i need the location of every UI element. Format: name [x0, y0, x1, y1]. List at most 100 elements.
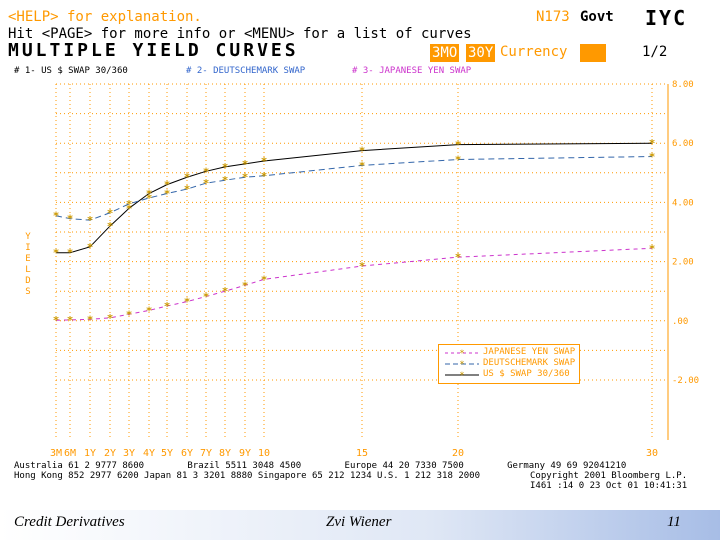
help-hint: <HELP> for explanation.: [8, 9, 202, 25]
series-legend-usd: # 1- US $ SWAP 30/360: [14, 66, 128, 76]
series-usd-point: *: [67, 247, 74, 260]
y-tick-label: -2.00: [672, 376, 699, 386]
x-tick-label: 2Y: [104, 448, 116, 459]
series-usd-point: *: [359, 145, 366, 158]
market-sector: Govt: [580, 9, 614, 25]
series-dm-line: [55, 156, 653, 221]
series-usd-point: *: [53, 247, 60, 260]
tenor-3mo-button[interactable]: 3MO: [430, 44, 460, 62]
page-indicator: 1/2: [642, 44, 668, 60]
x-tick-label: 10: [258, 448, 270, 459]
footer-course: Credit Derivatives: [14, 514, 125, 530]
series-usd-point: *: [126, 202, 133, 215]
x-tick-label: 3Y: [123, 448, 135, 459]
x-tick-label: 7Y: [200, 448, 212, 459]
series-usd-line: [56, 142, 653, 254]
x-tick-label: 30: [646, 448, 658, 459]
series-yen-point: *: [107, 312, 114, 325]
series-dm-point: *: [107, 207, 114, 220]
series-dm-point: *: [359, 159, 366, 172]
series-legend-yen: # 3- JAPANESE YEN SWAP: [352, 66, 472, 76]
series-yen-point: *: [359, 260, 366, 273]
page-hint: Hit <PAGE> for more info or <MENU> for a…: [8, 26, 472, 42]
series-usd-point: *: [107, 220, 114, 233]
series-dm-point: *: [184, 183, 191, 196]
bloomberg-terminal-screen: <HELP> for explanation. Hit <PAGE> for m…: [8, 6, 700, 491]
series-yen-point: *: [242, 279, 249, 292]
footer-author: Zvi Wiener: [326, 514, 392, 530]
legend-entry-dm: DEUTSCHEMARK SWAP: [483, 358, 576, 368]
series-usd-point: *: [242, 158, 249, 171]
series-dm-point: *: [203, 177, 210, 190]
copyright: Copyright 2001 Bloomberg L.P.: [530, 471, 688, 481]
series-yen-point: *: [222, 285, 229, 298]
series-yen-point: *: [261, 273, 268, 286]
x-tick-label: 6Y: [181, 448, 193, 459]
page-title: MULTIPLE YIELD CURVES: [8, 40, 299, 61]
series-usd-point: *: [649, 137, 656, 150]
series-yen-point: *: [184, 296, 191, 309]
y-tick-label: 4.00: [672, 198, 694, 208]
series-dm-point: *: [164, 188, 171, 201]
y-tick-label: 6.00: [672, 139, 694, 149]
series-usd-point: *: [222, 161, 229, 174]
series-usd-point: *: [455, 139, 462, 152]
series-usd-point: *: [203, 165, 210, 178]
slide-footer: [0, 510, 720, 540]
series-yen-point: *: [87, 313, 94, 326]
x-tick-label: 15: [356, 448, 368, 459]
series-dm-point: *: [126, 198, 133, 211]
series-yen-line: [55, 247, 653, 321]
series-dm-point: *: [261, 170, 268, 183]
series-usd-point: *: [164, 179, 171, 192]
x-tick-label: 20: [452, 448, 464, 459]
x-tick-label: 4Y: [143, 448, 155, 459]
series-usd-point: *: [146, 188, 153, 201]
yield-curve-chart: 8.00 6.00 4.00 2.00 .00 -2.00 3M 6M 1Y 2Y 3Y 4Y 5Y 6Y…: [50, 80, 699, 459]
series-dm-point: *: [87, 214, 94, 227]
x-tick-label: 3M: [50, 448, 62, 459]
svg-text:*: *: [459, 371, 464, 381]
series-usd-point: *: [261, 155, 268, 168]
series-yen-point: *: [126, 308, 133, 321]
svg-text:*: *: [459, 349, 464, 359]
x-tick-label: 1Y: [84, 448, 96, 459]
x-tick-label: 6M: [64, 448, 76, 459]
series-dm-point: *: [649, 151, 656, 164]
legend-entry-usd: US $ SWAP 30/360: [483, 369, 570, 379]
series-yen-point: *: [203, 291, 210, 304]
series-yen-point: *: [67, 314, 74, 327]
legend-entry-yen: JAPANESE YEN SWAP: [483, 347, 576, 357]
function-code: IYC: [645, 6, 688, 30]
series-yen-point: *: [164, 300, 171, 313]
legend-swatches: * * *: [445, 349, 479, 381]
timestamp: I461 :14 0 23 Oct 01 10:41:31: [530, 481, 688, 491]
currency-field[interactable]: [580, 44, 606, 62]
x-tick-label: 8Y: [219, 448, 231, 459]
tenor-30y-button[interactable]: 30Y: [466, 44, 496, 62]
y-tick-label: .00: [672, 317, 688, 327]
series-dm-point: *: [222, 174, 229, 187]
footer-slide-number: 11: [667, 514, 681, 530]
series-dm-point: *: [242, 171, 249, 184]
series-yen-point: *: [146, 304, 153, 317]
series-dm-point: *: [53, 210, 60, 223]
contact-line-1: Australia 61 2 9777 8600 Brazil 5511 304…: [14, 461, 627, 471]
series-dm-point: *: [146, 192, 153, 205]
y-tick-label: 2.00: [672, 258, 694, 268]
x-tick-label: 5Y: [161, 448, 173, 459]
x-tick-label: 9Y: [239, 448, 251, 459]
currency-label: Currency: [500, 44, 568, 60]
series-legend-dm: # 2- DEUTSCHEMARK SWAP: [186, 66, 306, 76]
contact-line-2: Hong Kong 852 2977 6200 Japan 81 3 3201 …: [14, 471, 480, 481]
svg-text:*: *: [459, 360, 464, 370]
series-dm-point: *: [67, 213, 74, 226]
series-yen-point: *: [53, 314, 60, 327]
series-usd-point: *: [87, 241, 94, 254]
ticker-code: N173: [536, 9, 570, 25]
chart-legend: * * * JAPANESE YEN SWAP DEUTSCHEMARK SWA…: [438, 344, 580, 384]
series-usd-point: *: [184, 171, 191, 184]
series-yen-point: *: [455, 251, 462, 264]
